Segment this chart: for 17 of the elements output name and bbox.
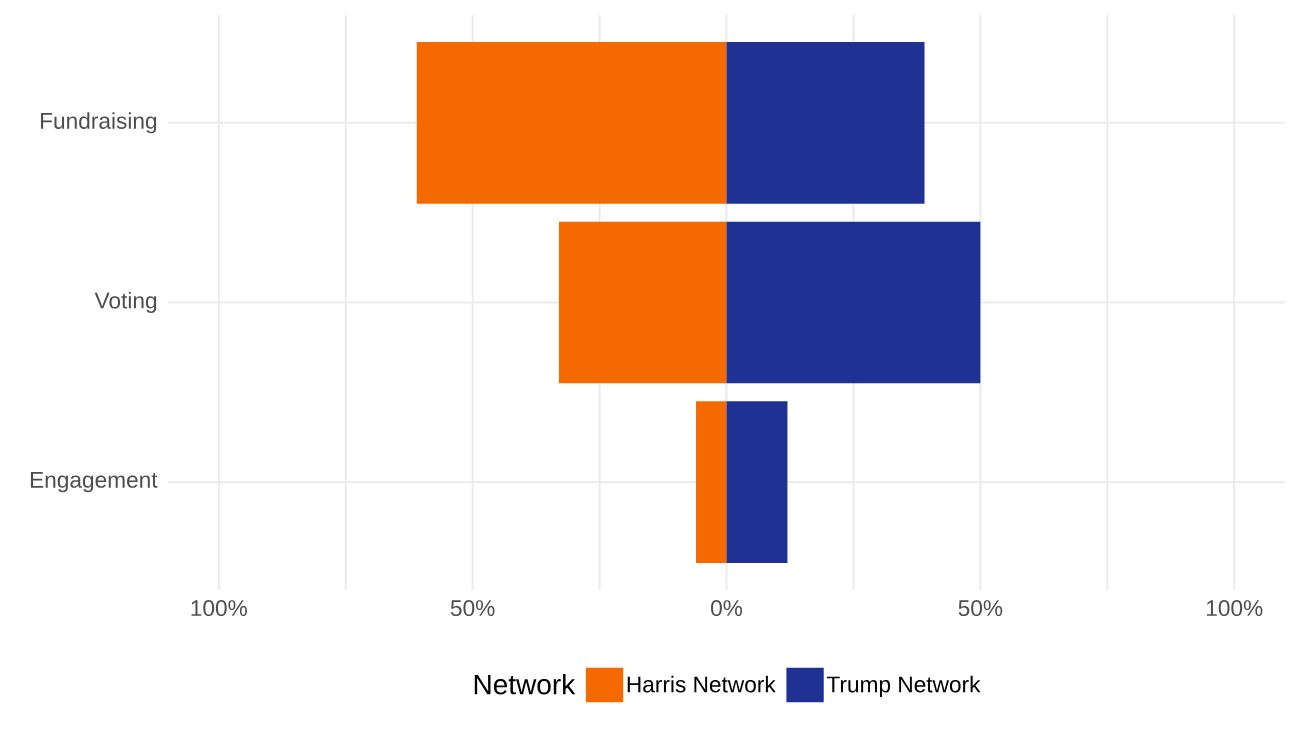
x-tick-label: 50% [450,600,495,617]
y-tick-label: Voting [94,291,157,314]
x-tick-label: 50% [958,600,1003,617]
x-tick-label: 100% [191,600,247,617]
legend-title: Network [474,673,576,695]
bar [696,401,727,564]
bar [726,221,981,384]
bar [726,41,925,204]
bar [416,41,727,204]
y-tick-label: Fundraising [41,112,157,134]
bar [558,221,727,384]
bar [726,401,788,564]
y-tick-label: Engagement [30,472,158,493]
x-tick-label: 0% [711,600,743,617]
x-tick-label: 100% [1206,600,1263,617]
legend-label: Harris Network [627,675,776,693]
legend-label: Trump Network [826,675,981,697]
